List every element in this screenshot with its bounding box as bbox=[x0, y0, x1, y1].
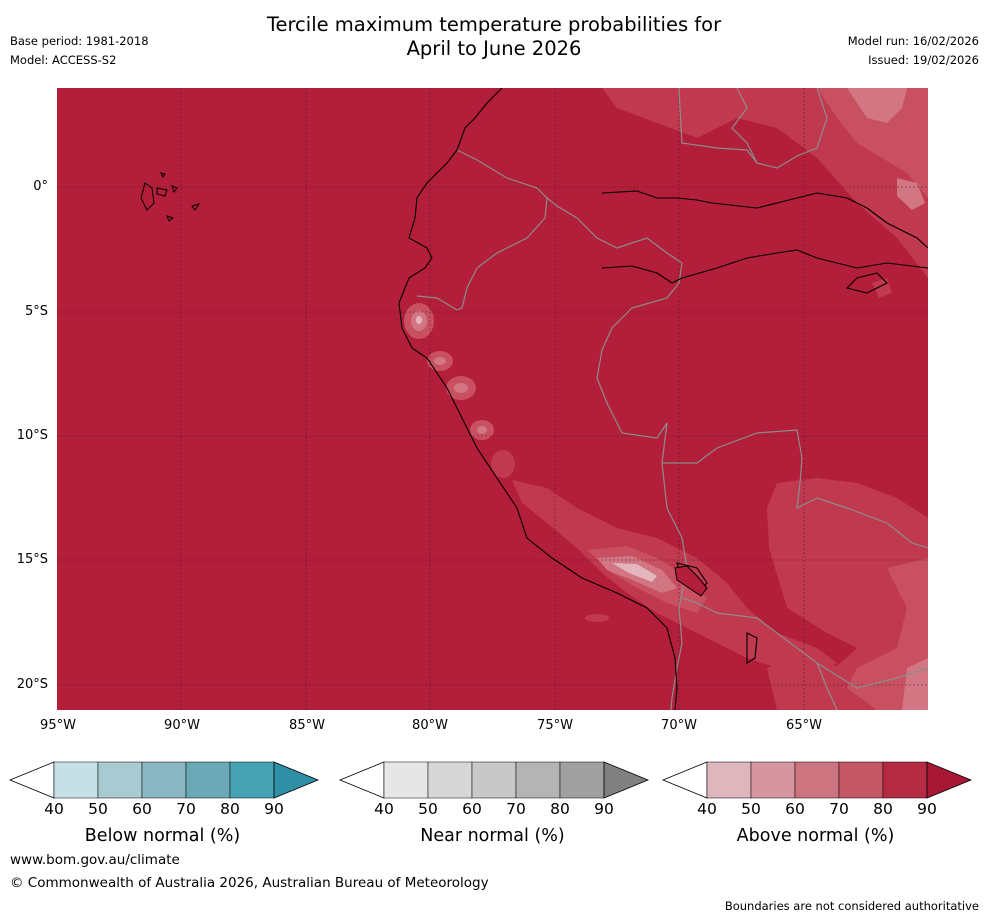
colorbar-2-tick-label: 90 bbox=[917, 800, 937, 818]
zone-blob-1-core bbox=[416, 316, 422, 324]
colorbar-0-high-extension bbox=[273, 761, 320, 799]
colorbar-0-tick-label: 40 bbox=[44, 800, 64, 818]
title-line-1: Tercile maximum temperature probabilitie… bbox=[266, 13, 722, 36]
national-borders bbox=[416, 88, 928, 710]
lat-label-15s: 15°S bbox=[16, 552, 48, 567]
colorbar-2-tick-label: 70 bbox=[829, 800, 849, 818]
zone-southeast-60 bbox=[902, 658, 928, 710]
zone-blob-5 bbox=[491, 450, 515, 478]
colorbar-2-tick-label: 40 bbox=[697, 800, 717, 818]
colorbar-0-segment bbox=[97, 761, 143, 799]
colorbar-2-low-extension bbox=[661, 761, 708, 799]
meta-left: Base period: 1981-2018 Model: ACCESS-S2 bbox=[10, 32, 149, 69]
colorbar-1 bbox=[338, 761, 650, 799]
meta-right: Model run: 16/02/2026 Issued: 19/02/2026 bbox=[848, 32, 979, 69]
lat-label-10s: 10°S bbox=[16, 428, 48, 443]
zone-blob-3-inner bbox=[454, 383, 468, 393]
base-period-text: Base period: 1981-2018 bbox=[10, 34, 149, 48]
colorbar-0-segment bbox=[185, 761, 231, 799]
colorbar-1-segment bbox=[471, 761, 517, 799]
colorbar-0-tick-label: 70 bbox=[176, 800, 196, 818]
lon-label-65w: 65°W bbox=[786, 718, 822, 733]
map-title: Tercile maximum temperature probabilitie… bbox=[0, 13, 988, 61]
colorbar-0 bbox=[8, 761, 320, 799]
colorbar-1-segment bbox=[515, 761, 561, 799]
colorbar-1-tick-label: 90 bbox=[594, 800, 614, 818]
colorbar-2-segment bbox=[794, 761, 840, 799]
zone-northeast-60 bbox=[847, 88, 907, 123]
colorbar-2 bbox=[661, 761, 973, 799]
zone-andes-50 bbox=[612, 563, 657, 582]
zone-blob-4-inner bbox=[477, 426, 487, 434]
colorbars bbox=[8, 761, 973, 799]
copyright-text: © Commonwealth of Australia 2026, Austra… bbox=[10, 875, 489, 891]
zone-northeast-80 bbox=[602, 88, 928, 278]
zone-blob-2-inner bbox=[434, 357, 446, 365]
below-normal-title: Below normal (%) bbox=[84, 826, 241, 846]
colorbar-2-segment bbox=[750, 761, 796, 799]
colorbar-2-segment bbox=[706, 761, 752, 799]
lake-titicaca bbox=[674, 565, 708, 597]
model-run-text: Model run: 16/02/2026 bbox=[847, 34, 979, 48]
zone-blob-6 bbox=[585, 614, 609, 622]
map-background bbox=[57, 88, 928, 710]
colorbar-0-tick-label: 50 bbox=[88, 800, 108, 818]
lon-label-85w: 85°W bbox=[289, 718, 325, 733]
colorbar-2-high-extension bbox=[926, 761, 973, 799]
zone-northeast-60b bbox=[897, 178, 925, 210]
lon-label-90w: 90°W bbox=[164, 718, 200, 733]
galapagos-islands bbox=[140, 172, 201, 222]
title-line-2: April to June 2026 bbox=[406, 37, 582, 60]
graticule bbox=[57, 88, 928, 710]
issued-text: Issued: 19/02/2026 bbox=[868, 52, 979, 67]
colorbar-1-segment bbox=[559, 761, 605, 799]
model-text: Model: ACCESS-S2 bbox=[10, 52, 117, 67]
zone-southeast-80 bbox=[767, 478, 928, 710]
lon-label-70w: 70°W bbox=[661, 718, 697, 733]
colorbar-1-segment bbox=[427, 761, 473, 799]
near-normal-title: Near normal (%) bbox=[420, 826, 565, 846]
probability-map bbox=[57, 88, 928, 710]
colorbar-1-low-extension bbox=[338, 761, 385, 799]
colorbar-2-tick-label: 80 bbox=[873, 800, 893, 818]
colorbar-2-tick-label: 50 bbox=[741, 800, 761, 818]
colorbar-2-tick-label: 60 bbox=[785, 800, 805, 818]
colorbar-0-segment bbox=[53, 761, 99, 799]
colorbar-1-tick-label: 40 bbox=[374, 800, 394, 818]
colorbar-0-low-extension bbox=[8, 761, 55, 799]
probability-zones bbox=[404, 88, 928, 710]
website-link[interactable]: www.bom.gov.au/climate bbox=[10, 852, 180, 868]
colorbar-0-tick-label: 60 bbox=[132, 800, 152, 818]
lat-label-20s: 20°S bbox=[16, 677, 48, 692]
colorbar-0-segment bbox=[229, 761, 275, 799]
disclaimer-text: Boundaries are not considered authoritat… bbox=[724, 899, 979, 913]
colorbar-1-high-extension bbox=[603, 761, 650, 799]
colorbar-0-tick-label: 90 bbox=[264, 800, 284, 818]
colorbar-1-tick-label: 80 bbox=[550, 800, 570, 818]
coastlines bbox=[398, 88, 928, 710]
colorbar-1-tick-label: 70 bbox=[506, 800, 526, 818]
colorbar-1-tick-label: 50 bbox=[418, 800, 438, 818]
lon-label-95w: 95°W bbox=[40, 718, 76, 733]
lat-label-0: 0° bbox=[33, 179, 48, 194]
colorbar-0-tick-label: 80 bbox=[220, 800, 240, 818]
lat-label-5s: 5°S bbox=[24, 304, 48, 319]
colorbar-1-segment bbox=[383, 761, 429, 799]
colorbar-2-segment bbox=[838, 761, 884, 799]
colorbar-0-segment bbox=[141, 761, 187, 799]
colorbar-1-tick-label: 60 bbox=[462, 800, 482, 818]
colorbar-2-segment bbox=[882, 761, 928, 799]
zone-northeast-70 bbox=[817, 88, 928, 198]
lon-label-75w: 75°W bbox=[537, 718, 573, 733]
lon-label-80w: 80°W bbox=[412, 718, 448, 733]
above-normal-title: Above normal (%) bbox=[736, 826, 895, 846]
